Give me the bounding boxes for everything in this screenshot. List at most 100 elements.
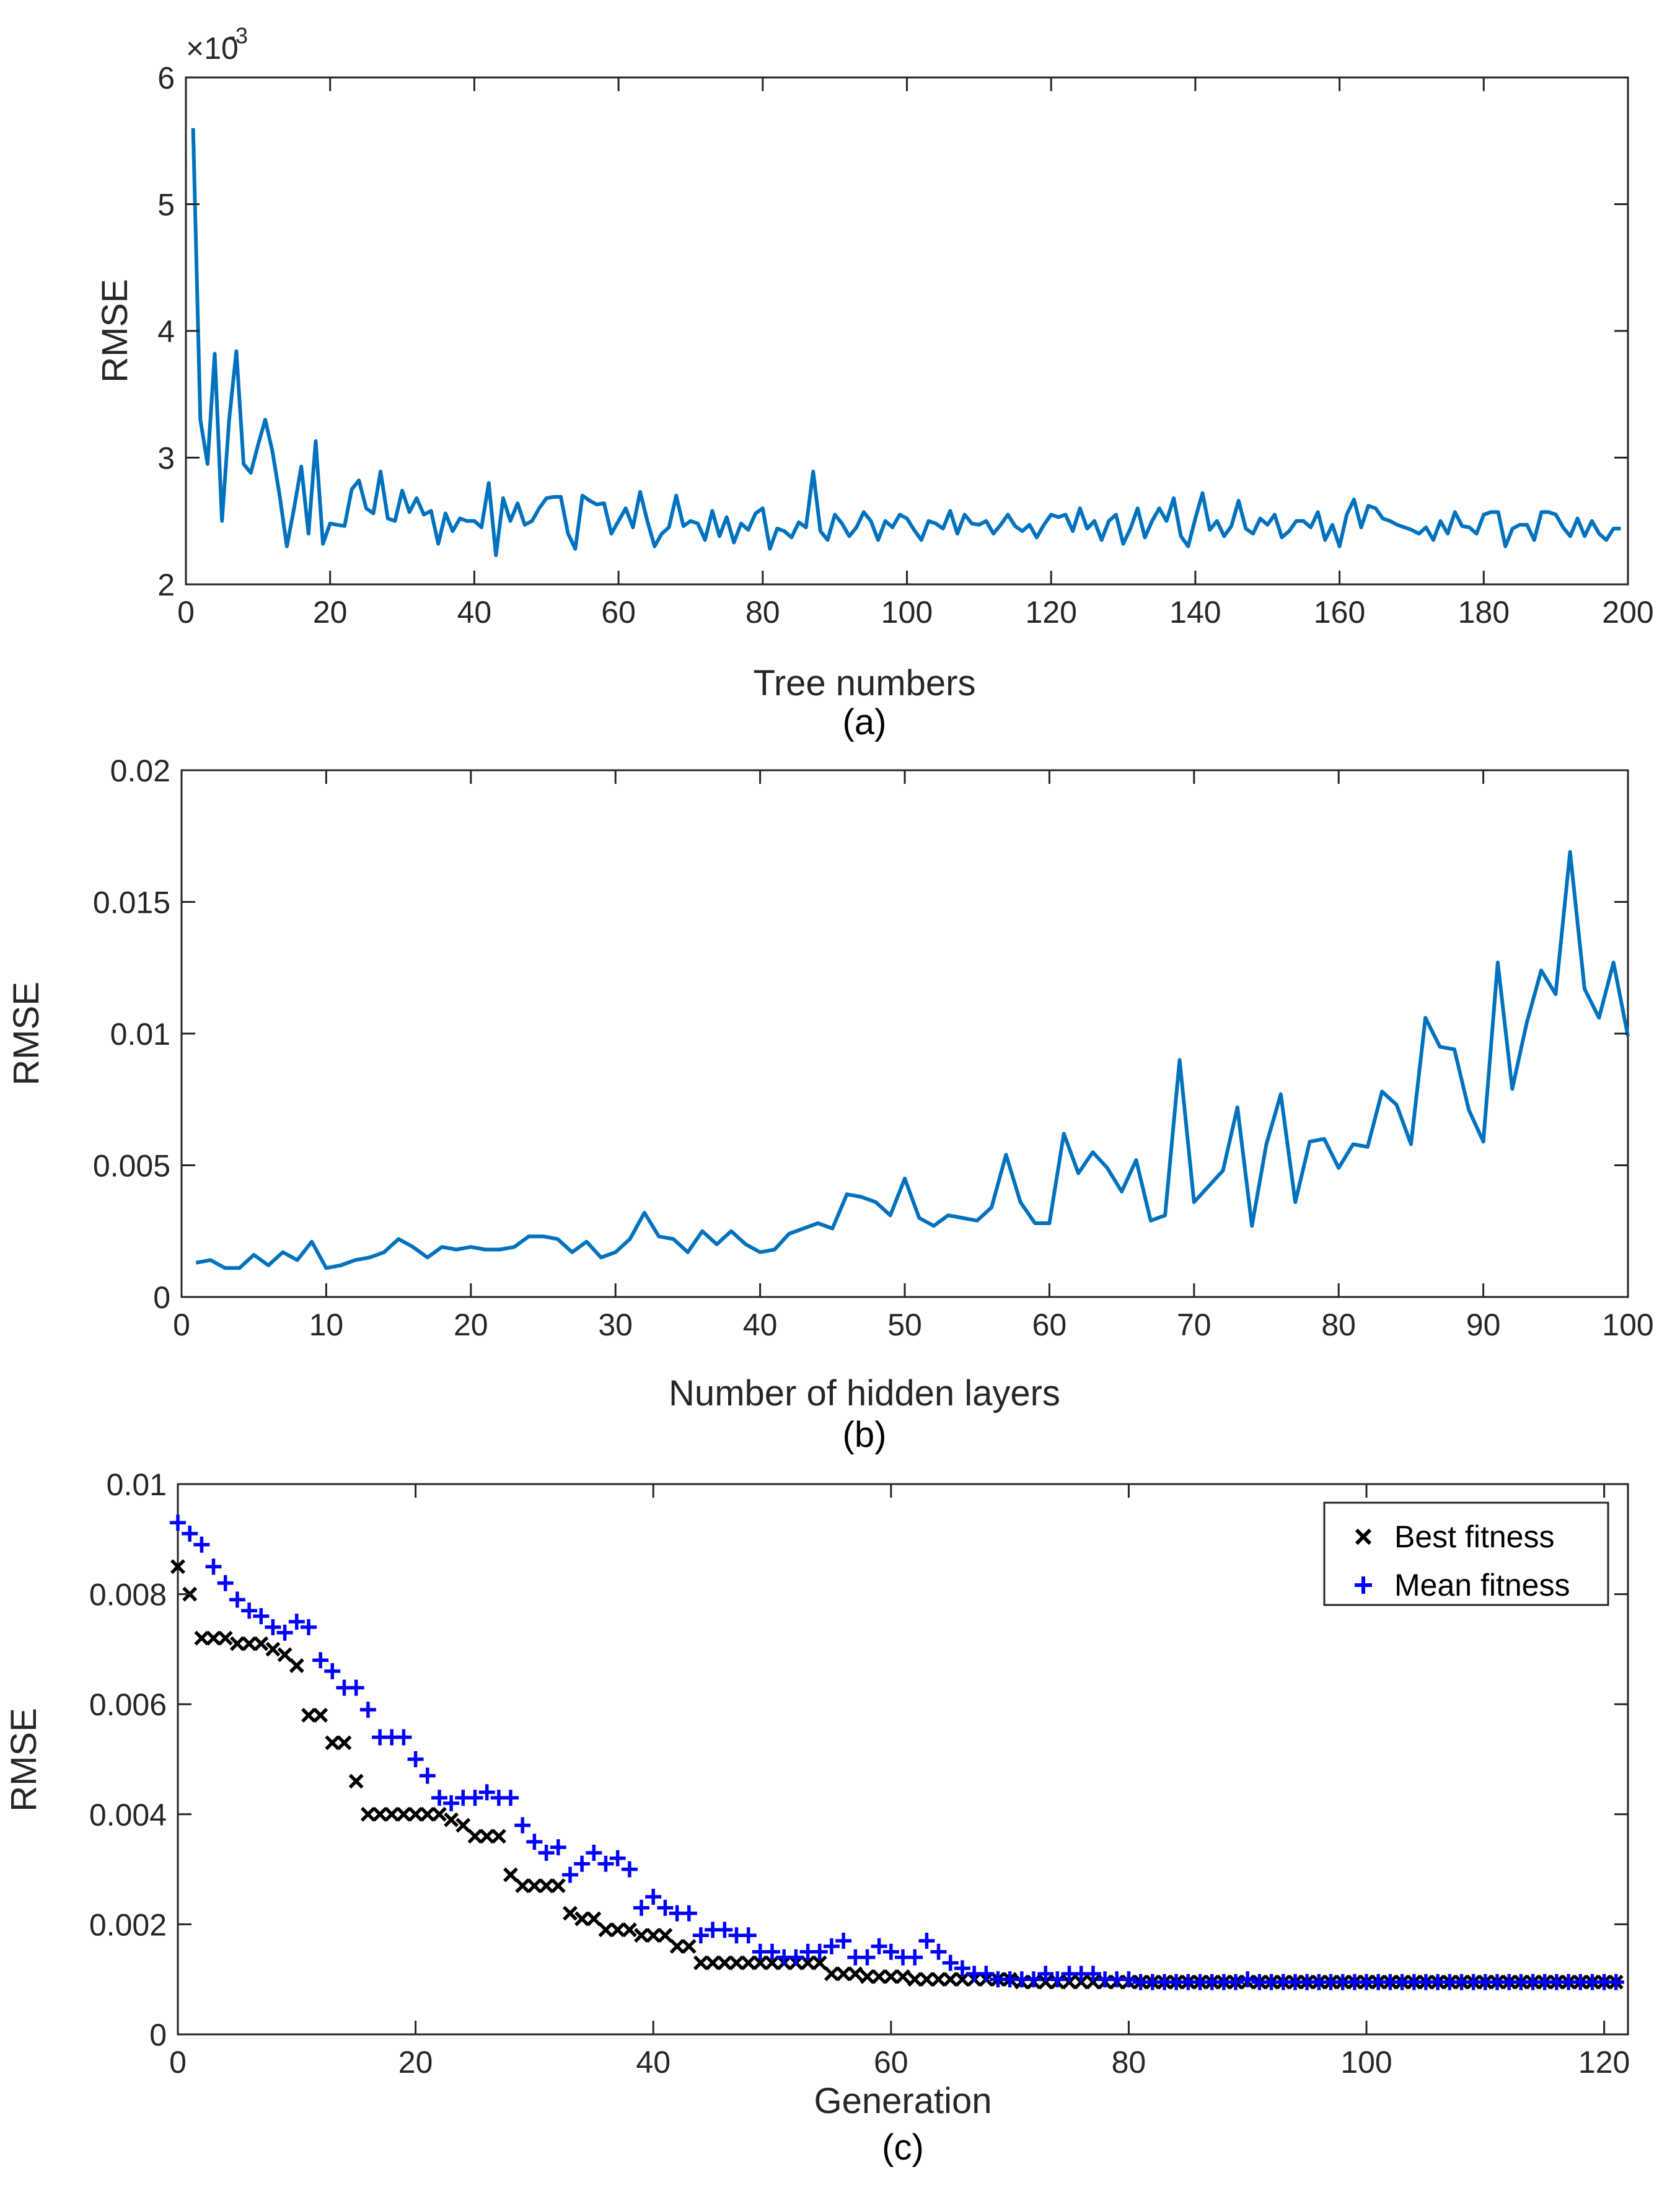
chart-b-x-tick-label: 30 bbox=[598, 1307, 633, 1342]
mean-fitness-point bbox=[538, 1845, 555, 1861]
chart-b-series-line bbox=[195, 850, 1630, 1270]
mean-fitness-point bbox=[692, 1927, 709, 1944]
mean-fitness-point bbox=[859, 1949, 876, 1966]
best-fitness-point bbox=[871, 1969, 887, 1984]
best-fitness-point bbox=[657, 1928, 673, 1943]
mean-fitness-point bbox=[680, 1905, 697, 1922]
mean-fitness-point bbox=[443, 1795, 460, 1811]
mean-fitness-point bbox=[621, 1861, 638, 1878]
mean-fitness-point bbox=[550, 1839, 566, 1856]
chart-c-x-axis-label: Generation bbox=[814, 2081, 992, 2121]
best-fitness-point bbox=[812, 1955, 827, 1971]
best-fitness-point bbox=[491, 1829, 506, 1844]
mean-fitness-point bbox=[764, 1943, 780, 1960]
mean-fitness-point bbox=[288, 1614, 305, 1630]
mean-fitness-point bbox=[526, 1834, 543, 1850]
mean-fitness-point bbox=[395, 1729, 412, 1746]
chart-a-y-tick-label: 6 bbox=[157, 61, 175, 95]
mean-fitness-point bbox=[1084, 1966, 1101, 1982]
chart-a-x-tick-label: 80 bbox=[745, 595, 780, 630]
mean-fitness-point bbox=[253, 1608, 270, 1625]
chart-b-y-tick-label: 0.02 bbox=[110, 754, 170, 788]
best-fitness-point bbox=[883, 1969, 899, 1984]
mean-fitness-point bbox=[1026, 1971, 1042, 1988]
chart-b: 0 10 20 30 40 50 60 70 80 90 100 0 0.005 0.01 0.015 0.0… bbox=[6, 754, 1654, 1455]
chart-b-caption: (b) bbox=[843, 1415, 887, 1455]
chart-b-x-tick-label: 50 bbox=[887, 1307, 922, 1342]
chart-c-x-tick-label: 80 bbox=[1112, 2045, 1146, 2080]
best-fitness-point bbox=[229, 1636, 245, 1651]
chart-a-x-tick-label: 0 bbox=[177, 595, 195, 630]
best-fitness-point bbox=[396, 1806, 411, 1822]
best-fitness-point bbox=[408, 1806, 423, 1822]
best-fitness-point bbox=[467, 1829, 483, 1844]
mean-fitness-point bbox=[217, 1575, 234, 1591]
best-fitness-point bbox=[586, 1911, 602, 1927]
mean-fitness-point bbox=[241, 1602, 258, 1619]
legend-box bbox=[1323, 1501, 1609, 1606]
mean-fitness-point bbox=[229, 1591, 245, 1608]
mean-fitness-point bbox=[978, 1966, 995, 1982]
best-fitness-point bbox=[265, 1641, 281, 1657]
mean-fitness-point bbox=[716, 1922, 733, 1938]
mean-fitness-point bbox=[348, 1679, 364, 1696]
chart-a-x-tick-label: 180 bbox=[1458, 595, 1510, 630]
mean-fitness-point bbox=[478, 1784, 495, 1801]
best-fitness-point bbox=[563, 1905, 578, 1921]
chart-b-x-axis-label: Number of hidden layers bbox=[669, 1373, 1060, 1413]
best-fitness-point bbox=[218, 1630, 233, 1646]
chart-a-y-tick-label: 4 bbox=[157, 314, 175, 349]
legend-best-fitness-icon bbox=[1355, 1528, 1372, 1545]
chart-b-plot-area bbox=[180, 769, 1629, 1298]
mean-fitness-point bbox=[930, 1943, 947, 1960]
chart-b-y-tick-label: 0.01 bbox=[110, 1017, 170, 1052]
best-fitness-point bbox=[943, 1972, 958, 1987]
chart-c-x-tick-label: 60 bbox=[874, 2045, 908, 2080]
best-fitness-point bbox=[253, 1636, 269, 1651]
mean-fitness-point bbox=[871, 1938, 887, 1954]
chart-c-y-tick-label: 0.01 bbox=[107, 1467, 167, 1502]
mean-fitness-point bbox=[312, 1652, 329, 1669]
best-fitness-point bbox=[503, 1867, 518, 1883]
best-fitness-point bbox=[242, 1636, 257, 1651]
mean-fitness-point bbox=[419, 1767, 436, 1784]
mean-fitness-point bbox=[811, 1943, 828, 1960]
chart-b-x-tick-label: 20 bbox=[454, 1307, 488, 1342]
best-fitness-point bbox=[848, 1966, 863, 1982]
best-fitness-point bbox=[646, 1928, 661, 1943]
best-fitness-point bbox=[479, 1829, 495, 1844]
chart-a-x-tick-label: 200 bbox=[1602, 595, 1653, 630]
best-fitness-point bbox=[669, 1938, 685, 1954]
mean-fitness-point bbox=[324, 1663, 341, 1679]
chart-a-x-axis-label: Tree numbers bbox=[754, 663, 976, 703]
mean-fitness-point bbox=[574, 1855, 591, 1872]
best-fitness-point bbox=[360, 1806, 376, 1822]
chart-a-series-line bbox=[191, 128, 1621, 557]
best-fitness-point bbox=[420, 1806, 435, 1822]
legend-mean-fitness-label: Mean fitness bbox=[1394, 1568, 1570, 1602]
best-fitness-point bbox=[622, 1922, 637, 1938]
best-fitness-point bbox=[170, 1559, 185, 1575]
best-fitness-point bbox=[574, 1911, 590, 1927]
chart-a-plot-area bbox=[185, 76, 1629, 586]
chart-a-x-tick-label: 140 bbox=[1169, 595, 1221, 630]
mean-fitness-point bbox=[1049, 1971, 1066, 1988]
chart-c-x-tick-label: 120 bbox=[1578, 2045, 1630, 2080]
chart-c-caption: (c) bbox=[882, 2127, 924, 2168]
mean-fitness-point bbox=[918, 1933, 935, 1949]
best-fitness-point bbox=[741, 1955, 756, 1971]
best-fitness-point bbox=[919, 1972, 935, 1987]
mean-fitness-point bbox=[170, 1514, 186, 1531]
chart-c-x-tick-label: 20 bbox=[398, 2045, 433, 2080]
chart-a-exponent-base: ×10 bbox=[186, 31, 239, 66]
chart-c-x-tick-label: 100 bbox=[1340, 2045, 1392, 2080]
mean-fitness-point bbox=[1037, 1966, 1054, 1982]
best-fitness-point bbox=[384, 1806, 400, 1822]
best-fitness-point bbox=[550, 1878, 566, 1894]
mean-fitness-point bbox=[645, 1889, 662, 1905]
chart-b-x-tick-label: 40 bbox=[743, 1307, 778, 1342]
mean-fitness-point bbox=[1607, 1974, 1624, 1990]
chart-a-exponent: -3 bbox=[228, 23, 248, 48]
best-fitness-point bbox=[325, 1735, 340, 1751]
